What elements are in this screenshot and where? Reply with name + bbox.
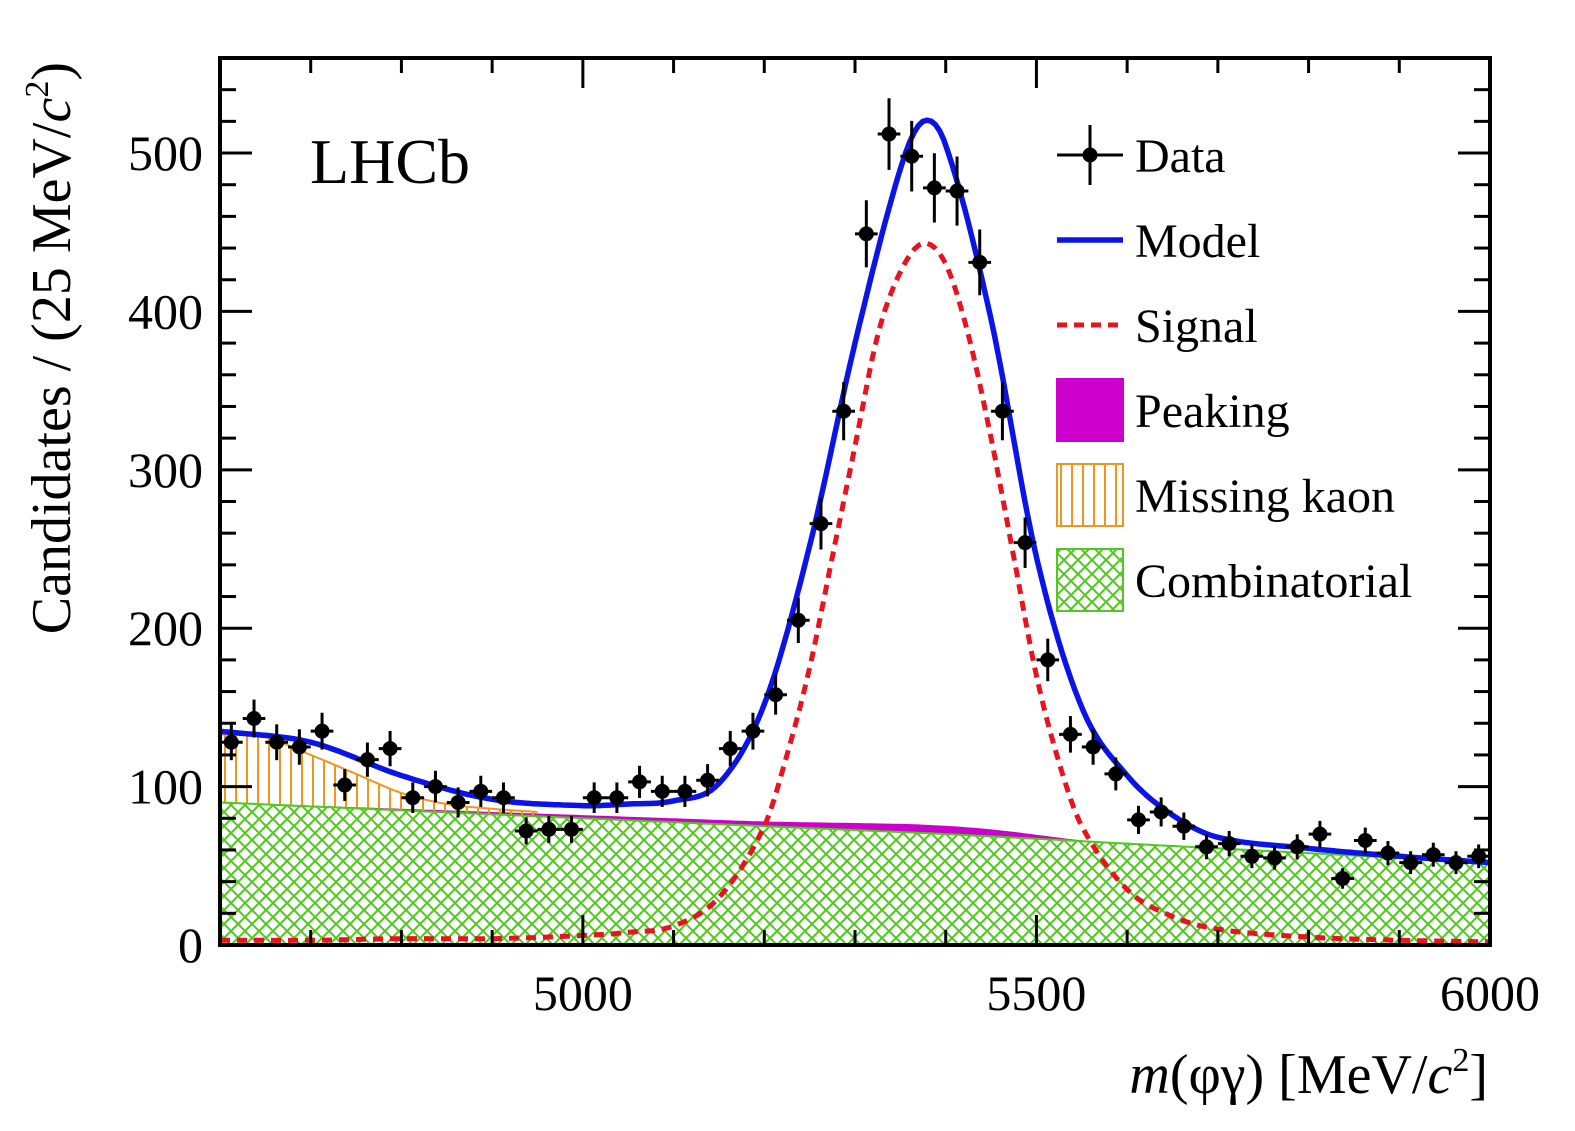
x-axis-title: m(φγ) [MeV/c2]: [1129, 1042, 1488, 1106]
data-point: [1081, 729, 1105, 765]
data-point: [560, 815, 583, 843]
data-point: [832, 382, 855, 441]
data-point: [877, 98, 901, 170]
data-point: [1399, 851, 1422, 875]
data-point: [1036, 638, 1060, 682]
data-point: [537, 815, 561, 843]
data-point: [696, 764, 719, 797]
legend-entry: Missing kaon: [1056, 463, 1395, 527]
y-tick-label: 400: [128, 283, 203, 339]
data-point: [809, 497, 833, 550]
data-point: [968, 229, 992, 296]
data-point: [1263, 846, 1286, 870]
experiment-label: LHCb: [310, 126, 470, 197]
data-point: [1353, 827, 1377, 854]
data-point: [1172, 812, 1196, 840]
legend-label: Missing kaon: [1135, 470, 1395, 523]
y-tick-label: 100: [128, 759, 203, 815]
data-point: [1376, 841, 1400, 866]
legend-entry: Combinatorial: [1056, 548, 1412, 612]
data-point: [1149, 797, 1173, 827]
data-point: [673, 775, 697, 807]
legend: Data Model Signal Peaking Missing kaon Combin…: [1056, 125, 1412, 612]
data-point: [991, 382, 1014, 441]
x-tick-label: 5000: [533, 965, 633, 1021]
data-point: [469, 775, 493, 807]
data-point: [764, 674, 787, 715]
data-point: [1104, 757, 1128, 791]
data-point: [718, 730, 742, 767]
data-point: [786, 597, 810, 643]
y-tick-label: 0: [178, 917, 203, 973]
legend-label: Peaking: [1135, 385, 1290, 438]
data-point: [1467, 844, 1490, 869]
data-point: [945, 156, 969, 226]
data-point: [741, 712, 765, 750]
data-point: [1059, 716, 1082, 753]
data-point: [628, 765, 651, 798]
data-point: [605, 782, 629, 813]
legend-label: Combinatorial: [1135, 555, 1412, 608]
data-point: [492, 782, 515, 813]
signal-curve: [220, 240, 1490, 945]
plot-area: [220, 98, 1490, 945]
y-axis-title: Candidates / (25 MeV/c2): [19, 62, 83, 634]
data-point: [1331, 868, 1354, 889]
data-point: [650, 775, 674, 807]
data-point: [424, 770, 447, 803]
data-point: [1240, 844, 1264, 869]
data-point: [514, 817, 538, 845]
x-tick-label: 6000: [1440, 965, 1540, 1021]
combinatorial-component: [220, 802, 1490, 945]
data-point: [310, 712, 334, 750]
data-point: [582, 782, 606, 813]
data-point: [265, 724, 289, 761]
data-point: [1013, 517, 1037, 568]
x-tick-label: 5500: [986, 965, 1086, 1021]
data-point: [1127, 805, 1150, 834]
legend-entry: Model: [1057, 215, 1260, 268]
y-tick-label: 300: [128, 442, 203, 498]
data-point: [288, 729, 311, 765]
legend-label: Signal: [1135, 300, 1258, 353]
legend-label: Model: [1135, 215, 1260, 268]
axis-ticks: [218, 58, 1492, 947]
data-point: [1308, 820, 1332, 848]
data-point: [1195, 834, 1218, 860]
legend-entry: Data: [1057, 125, 1226, 185]
data-point: [1421, 842, 1445, 867]
y-tick-label: 200: [128, 600, 203, 656]
legend-entry: Signal: [1057, 300, 1258, 353]
data-point: [446, 787, 470, 818]
data-point: [855, 200, 878, 268]
data-point: [401, 782, 425, 813]
tick-labels: 5000 5500 6000 0 100 200 300 400 500: [128, 125, 1540, 1021]
data-point: [1444, 851, 1468, 875]
data-point: [923, 153, 946, 223]
data-point: [242, 699, 266, 738]
data-point: [900, 120, 924, 192]
data-point: [356, 742, 379, 777]
legend-entry: Peaking: [1056, 378, 1290, 442]
data-point: [333, 769, 357, 801]
data-point: [1285, 834, 1309, 860]
y-tick-label: 500: [128, 125, 203, 181]
data-point: [378, 730, 402, 767]
data-point: [1217, 830, 1241, 857]
legend-label: Data: [1135, 130, 1226, 183]
